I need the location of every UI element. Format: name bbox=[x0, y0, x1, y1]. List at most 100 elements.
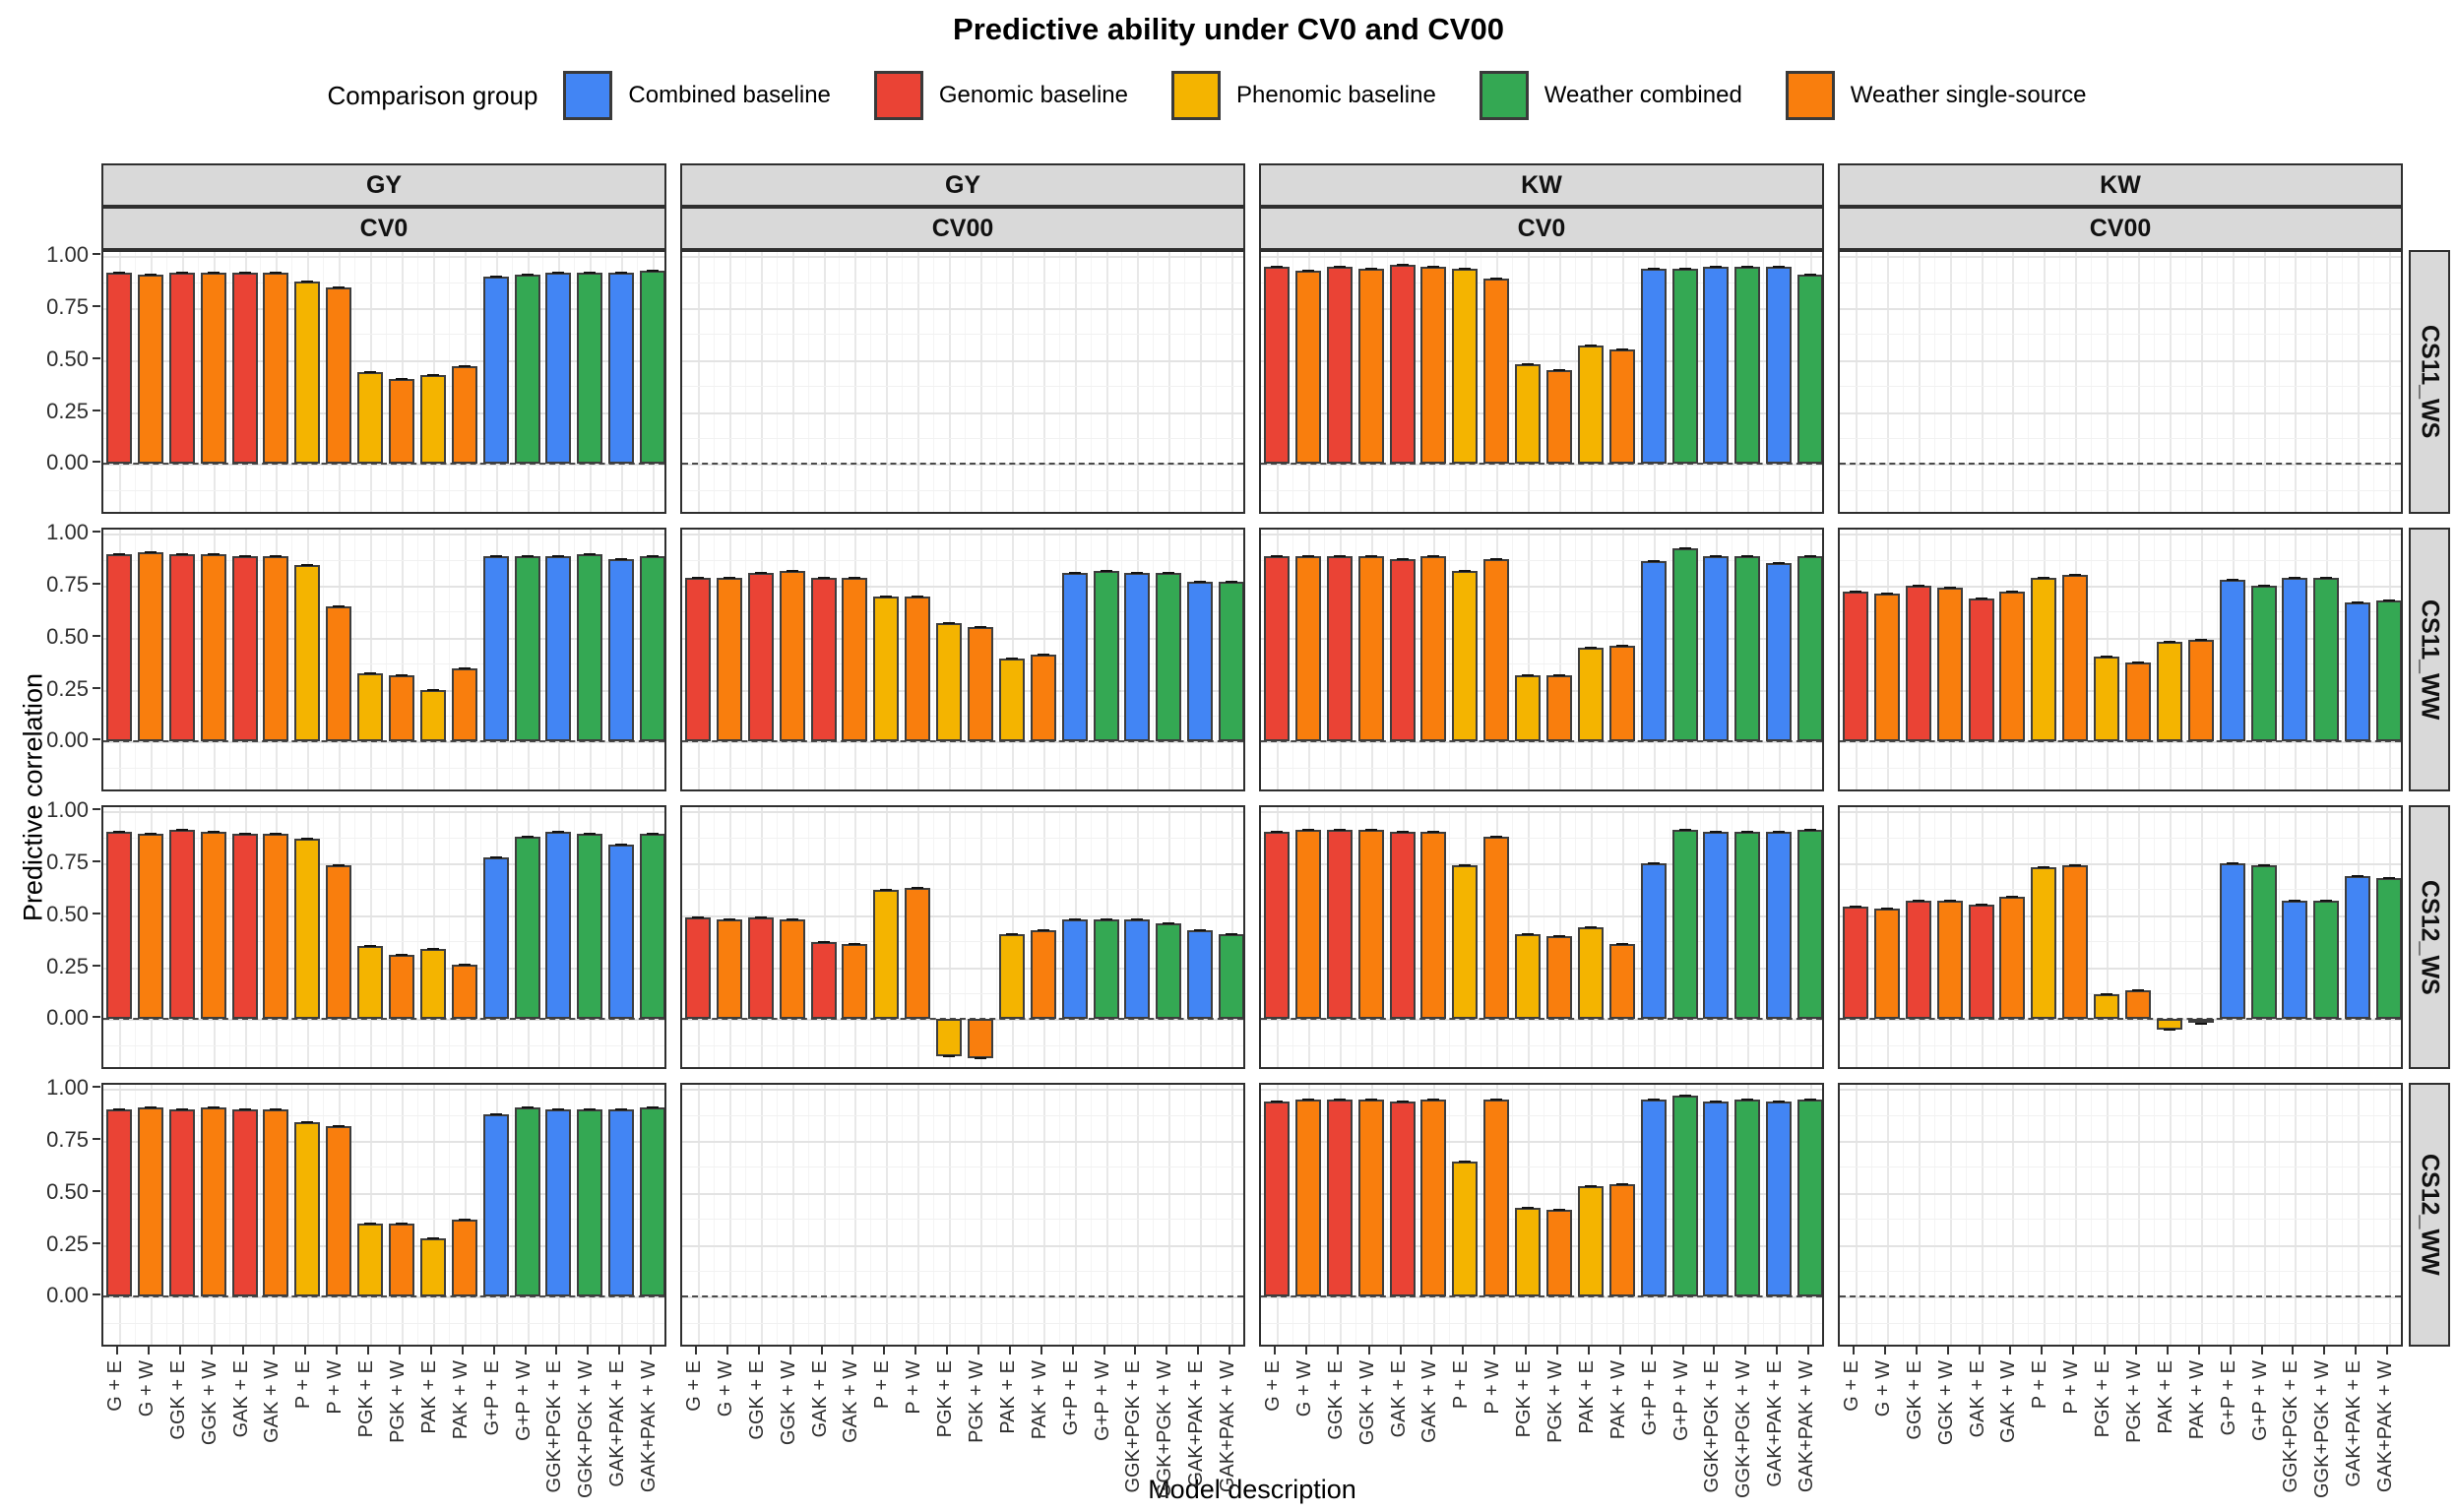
bar bbox=[873, 890, 900, 1020]
error-bar-cap bbox=[2194, 638, 2207, 641]
gridline-vertical-minor bbox=[1090, 252, 1092, 512]
gridline-horizontal bbox=[1261, 308, 1822, 310]
gridline-horizontal bbox=[103, 534, 664, 536]
bar bbox=[1483, 279, 1510, 465]
gridline-horizontal-minor bbox=[1840, 715, 2401, 717]
gridline-horizontal-minor bbox=[1261, 611, 1822, 613]
error-bar-cap bbox=[1912, 585, 1924, 587]
gridline-vertical-minor bbox=[2310, 530, 2312, 789]
gridline-vertical-minor bbox=[2059, 1085, 2061, 1345]
x-tick-label: G+P + E bbox=[1060, 1360, 1083, 1440]
x-tick-mark bbox=[555, 1347, 558, 1354]
y-tick-label: 0.00 bbox=[46, 727, 89, 753]
bar bbox=[357, 672, 384, 742]
gridline-horizontal bbox=[103, 1192, 664, 1195]
error-bar-cap bbox=[1333, 829, 1346, 832]
error-bar-cap bbox=[647, 555, 660, 558]
x-tick-label-text: G+P + E bbox=[2217, 1360, 2239, 1436]
x-tick-label-text: P + E bbox=[1450, 1360, 1473, 1410]
gridline-vertical-minor bbox=[134, 530, 136, 789]
gridline-vertical-minor bbox=[1354, 1085, 1356, 1345]
bar bbox=[1219, 581, 1243, 742]
bar bbox=[2062, 865, 2089, 1020]
bar bbox=[451, 1220, 477, 1297]
x-tick-label-text: G+P + E bbox=[1059, 1360, 1082, 1436]
bar bbox=[2094, 993, 2120, 1020]
gridline-horizontal-minor bbox=[1840, 992, 2401, 994]
error-bar-cap bbox=[1490, 1098, 1503, 1101]
zero-reference-line bbox=[1261, 740, 1822, 743]
gridline-horizontal-minor bbox=[1840, 941, 2401, 943]
x-tick-mark bbox=[2166, 1347, 2169, 1354]
bar bbox=[326, 1126, 352, 1297]
gridline-vertical-minor bbox=[2247, 252, 2249, 512]
bar bbox=[294, 564, 321, 742]
bar bbox=[1905, 901, 1931, 1020]
error-bar-cap bbox=[333, 1125, 346, 1128]
gridline-horizontal bbox=[103, 863, 664, 865]
bar bbox=[1187, 581, 1214, 742]
x-tick-mark bbox=[367, 1347, 370, 1354]
bar bbox=[294, 838, 321, 1020]
gridline-horizontal-minor bbox=[1840, 767, 2401, 769]
gridline-horizontal-minor bbox=[682, 1044, 1243, 1046]
chart-title: Predictive ability under CV0 and CV00 bbox=[953, 12, 1504, 46]
zero-reference-line bbox=[682, 463, 1243, 466]
gridline-vertical-minor bbox=[1480, 252, 1482, 512]
error-bar-cap bbox=[1522, 363, 1535, 365]
gridline-vertical bbox=[2200, 807, 2203, 1067]
error-bar-cap bbox=[175, 1108, 188, 1111]
error-bar-cap bbox=[1037, 653, 1049, 656]
facet-panel bbox=[1259, 1083, 1824, 1347]
bar bbox=[842, 944, 868, 1020]
x-tick-label-text: G + E bbox=[1840, 1360, 1862, 1412]
y-tick-mark bbox=[93, 1086, 100, 1089]
gridline-vertical-minor bbox=[228, 1085, 230, 1345]
bar bbox=[1452, 865, 1479, 1020]
error-bar-cap bbox=[1552, 673, 1565, 676]
gridline-vertical-minor bbox=[2216, 807, 2218, 1067]
error-bar-cap bbox=[552, 1108, 565, 1111]
x-tick-label-text: GGK+PGK + E bbox=[1701, 1360, 1724, 1493]
error-bar-cap bbox=[2131, 988, 2144, 991]
bar bbox=[1124, 919, 1151, 1020]
x-tick-label-text: G + W bbox=[714, 1360, 736, 1418]
facet-strip-env: CS12_WS bbox=[2409, 805, 2450, 1069]
x-tick-label: PAK + E bbox=[418, 1360, 441, 1439]
gridline-horizontal-minor bbox=[103, 1166, 664, 1168]
x-tick-label-text: P + W bbox=[2060, 1360, 2083, 1415]
bar bbox=[1545, 370, 1572, 465]
gridline-horizontal-minor bbox=[103, 992, 664, 994]
x-tick-label-text: PGK + E bbox=[355, 1360, 378, 1438]
gridline-horizontal-minor bbox=[103, 663, 664, 665]
gridline-horizontal bbox=[682, 689, 1243, 692]
gridline-vertical-minor bbox=[2028, 530, 2030, 789]
gridline-horizontal-minor bbox=[1261, 386, 1822, 388]
error-bar-cap bbox=[175, 829, 188, 832]
facet-strip-cv: CV00 bbox=[680, 207, 1245, 250]
error-bar-cap bbox=[691, 576, 704, 579]
y-tick-mark bbox=[93, 1241, 100, 1244]
error-bar-cap bbox=[238, 272, 251, 275]
bar bbox=[1389, 264, 1416, 465]
y-tick-mark bbox=[93, 409, 100, 411]
x-tick-label-text: PGK + E bbox=[934, 1360, 957, 1438]
bar bbox=[640, 271, 664, 465]
x-tick-label: GAK+PAK + E bbox=[606, 1360, 629, 1492]
bar bbox=[1294, 556, 1321, 742]
x-tick-label-text: GGK+PGK + E bbox=[2280, 1360, 2302, 1493]
gridline-vertical-minor bbox=[1090, 807, 1092, 1067]
facet-panel bbox=[1838, 805, 2403, 1069]
x-tick-label: PAK + E bbox=[997, 1360, 1020, 1439]
error-bar-cap bbox=[1975, 904, 1987, 907]
bar bbox=[1766, 832, 1793, 1020]
bar bbox=[294, 281, 321, 465]
gridline-horizontal bbox=[1261, 741, 1822, 744]
gridline-vertical-minor bbox=[1153, 252, 1155, 512]
gridline-vertical-minor bbox=[1323, 807, 1325, 1067]
gridline-horizontal-minor bbox=[1261, 1166, 1822, 1168]
gridline-vertical-minor bbox=[1763, 807, 1765, 1067]
error-bar-cap bbox=[207, 831, 220, 834]
error-bar-cap bbox=[974, 1057, 986, 1060]
gridline-vertical-minor bbox=[1512, 530, 1514, 789]
